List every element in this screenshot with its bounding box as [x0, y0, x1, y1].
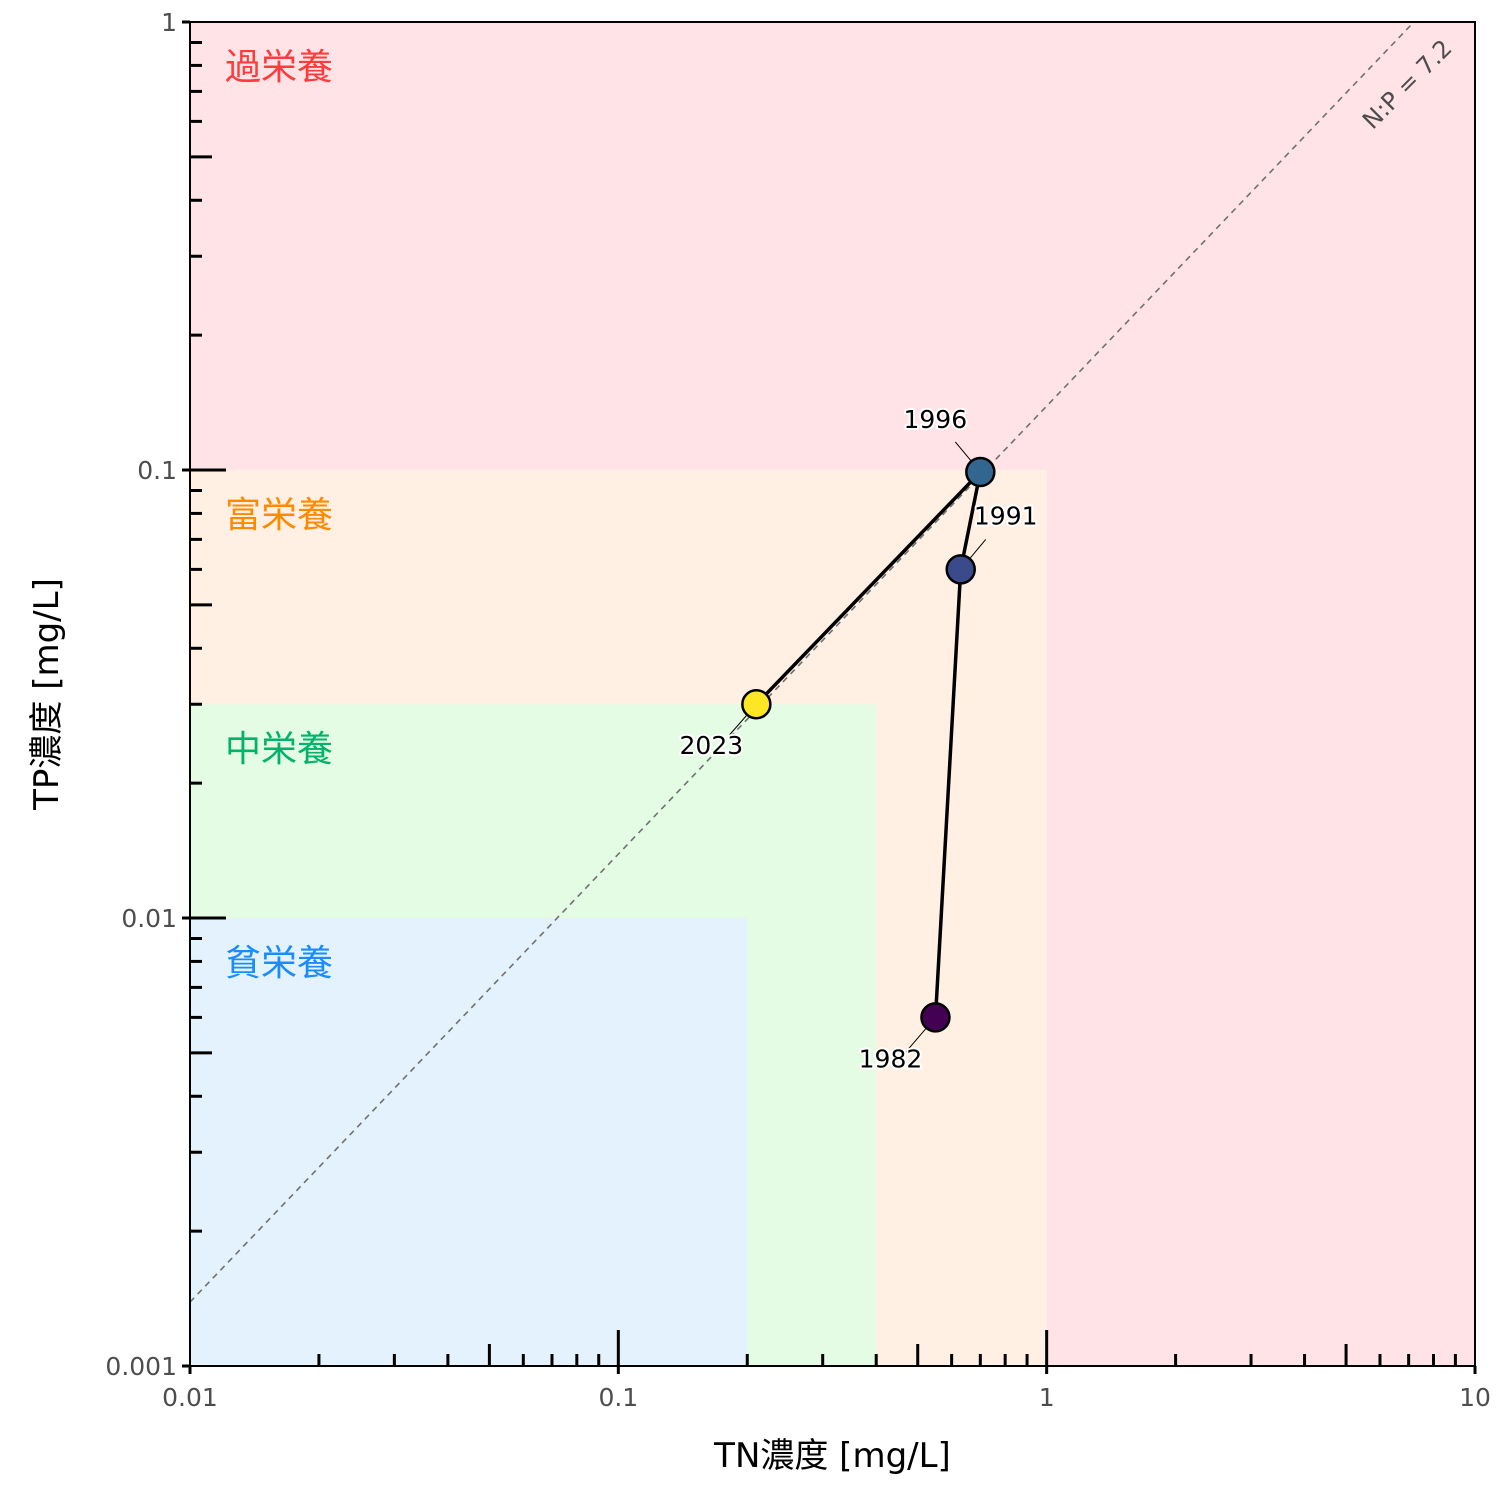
point-label-1991: 1991	[974, 501, 1038, 530]
plot-border	[189, 21, 1476, 1367]
x-tick-label: 0.1	[598, 1383, 638, 1412]
y-axis-title: TP濃度 [mg/L]	[27, 578, 67, 811]
point-2023	[741, 688, 772, 720]
x-tick-label: 0.01	[162, 1383, 218, 1412]
point-1996	[965, 456, 996, 488]
point-label-1996: 1996	[904, 405, 968, 434]
y-tick-label: 0.1	[137, 456, 177, 485]
x-tick-label: 10	[1459, 1383, 1491, 1412]
y-tick-label: 0.001	[105, 1352, 177, 1381]
trajectory-line	[755, 470, 983, 1018]
data-series: 1982 1991 1996 2023	[678, 403, 1040, 1075]
y-tick-label: 0.01	[121, 904, 177, 933]
x-tick-label: 1	[1039, 1383, 1055, 1412]
point-label-1982: 1982	[859, 1044, 923, 1073]
zone-2-label: 中栄養	[225, 729, 333, 770]
zone-0-label: 過栄養	[225, 47, 333, 88]
y-tick-label: 1	[161, 8, 177, 37]
point-1982	[920, 1002, 951, 1033]
x-axis-title: TN濃度 [mg/L]	[713, 1436, 951, 1476]
point-1991	[945, 554, 976, 585]
zone-3-label: 貧栄養	[225, 943, 333, 984]
zone-1-label: 富栄養	[225, 495, 333, 536]
point-label-2023: 2023	[680, 731, 744, 760]
zone-3-area	[190, 918, 748, 1366]
ratio-line	[189, 21, 1415, 1303]
